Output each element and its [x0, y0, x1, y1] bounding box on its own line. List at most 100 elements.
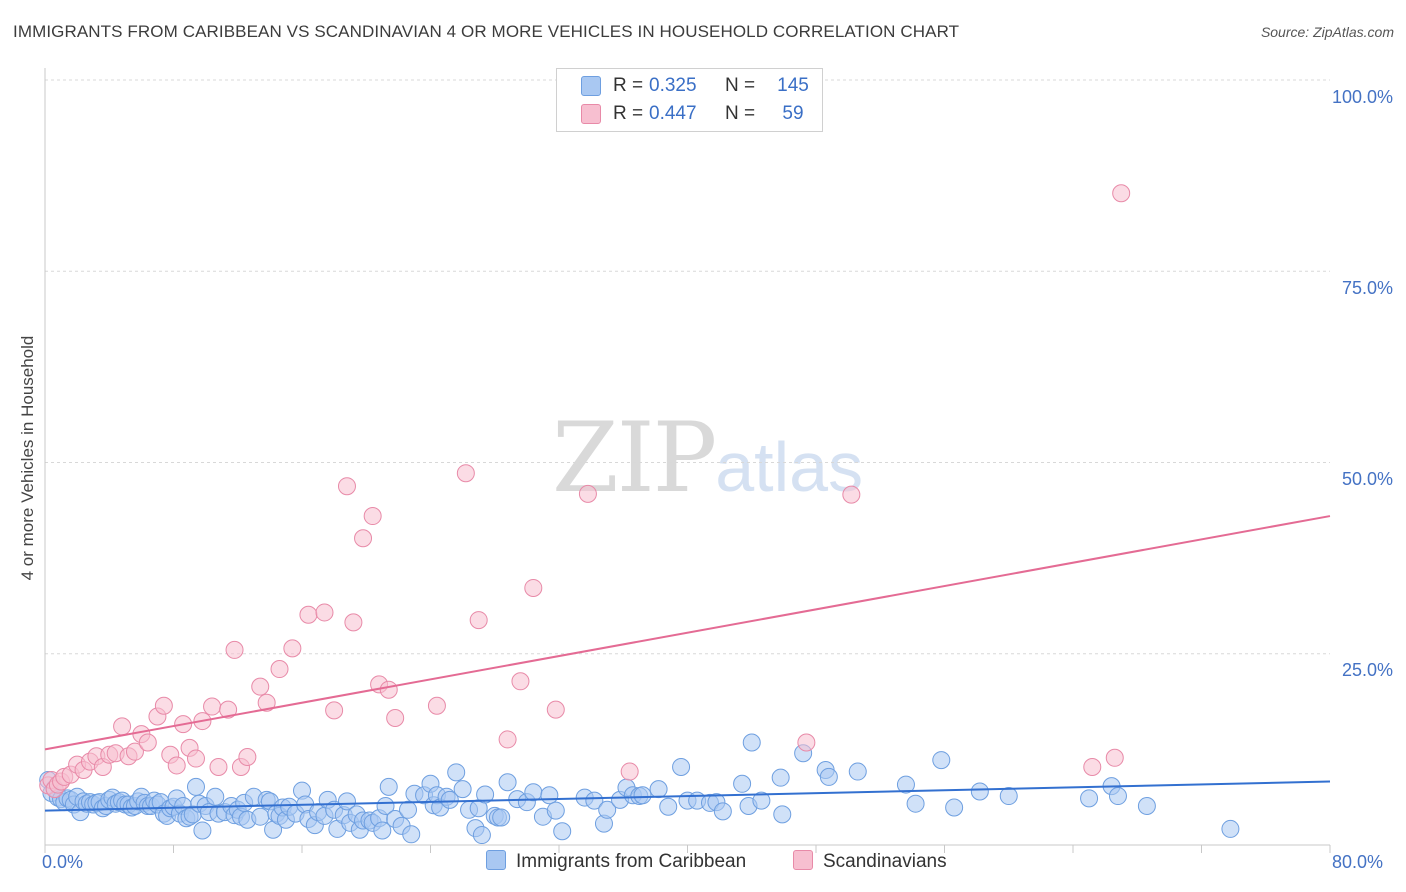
n-label: N =	[725, 75, 756, 96]
caribbean-point	[440, 790, 459, 809]
caribbean-point	[771, 768, 790, 787]
caribbean-point	[498, 773, 517, 792]
caribbean-point	[524, 783, 543, 802]
scandinavians-point	[238, 748, 257, 767]
caribbean-point	[251, 807, 270, 826]
legend-item-scandinavians[interactable]: Scandinavians	[793, 850, 947, 873]
scandinavians-point	[315, 603, 334, 622]
caribbean-point	[713, 802, 732, 821]
scandinavians-point	[251, 677, 270, 696]
scandinavians-point	[344, 613, 363, 632]
caribbean-trend-line	[44, 780, 1331, 812]
caribbean-point	[337, 792, 356, 811]
scandinavians-point	[1105, 748, 1124, 767]
scandinavians-point	[620, 762, 639, 781]
caribbean-point	[649, 780, 668, 799]
scandinavians-point	[270, 660, 289, 679]
caribbean-point	[540, 786, 559, 805]
caribbean-point	[819, 767, 838, 786]
caribbean-swatch	[581, 76, 601, 96]
caribbean-point	[376, 796, 395, 815]
scandinavians-point	[546, 700, 565, 719]
caribbean-point	[999, 787, 1018, 806]
caribbean-point	[742, 733, 761, 752]
caribbean-point	[733, 774, 752, 793]
x-tick-label: 0.0%	[42, 852, 84, 872]
caribbean-point	[447, 763, 466, 782]
scandinavians-swatch	[581, 104, 601, 124]
caribbean-point	[476, 785, 495, 804]
n-label: N =	[725, 103, 756, 124]
caribbean-point	[585, 791, 604, 810]
caribbean-point	[472, 826, 491, 845]
scandinavians-point	[354, 529, 373, 548]
caribbean-swatch	[486, 850, 506, 870]
caribbean-point	[1108, 787, 1127, 806]
scandinavians-point	[1083, 757, 1102, 776]
data-points	[39, 184, 1240, 845]
scandinavians-point	[379, 680, 398, 699]
caribbean-point	[633, 786, 652, 805]
scandinavians-point	[257, 693, 276, 712]
caribbean-point	[1080, 789, 1099, 808]
caribbean-point	[945, 798, 964, 817]
caribbean-point	[373, 821, 392, 840]
x-tick-label: 80.0%	[1332, 852, 1384, 872]
scandinavians-point	[578, 484, 597, 503]
caribbean-point	[206, 787, 225, 806]
caribbean-point	[1221, 819, 1240, 838]
scandinavians-point	[203, 697, 222, 716]
caribbean-point	[399, 800, 418, 819]
scandinavians-point	[498, 730, 517, 749]
y-tick-label: 100.0%	[1331, 87, 1393, 107]
scandinavians-point	[125, 742, 144, 761]
caribbean-point	[546, 801, 565, 820]
scandinavians-point	[469, 611, 488, 630]
caribbean-point	[379, 777, 398, 796]
caribbean-point	[906, 794, 925, 813]
caribbean-point	[970, 782, 989, 801]
scandinavians-point	[225, 640, 244, 659]
stats-legend: R = 0.325 N = 145 R = 0.447 N = 59	[556, 68, 823, 132]
scandinavians-point	[842, 485, 861, 504]
caribbean-point	[453, 780, 472, 799]
caribbean-point	[848, 762, 867, 781]
scandinavians-point	[524, 578, 543, 597]
legend-label: Scandinavians	[823, 851, 947, 872]
watermark-atlas: atlas	[715, 428, 864, 506]
caribbean-point	[659, 797, 678, 816]
r-label: R =	[613, 75, 644, 96]
caribbean-point	[752, 791, 771, 810]
caribbean-point	[492, 808, 511, 827]
caribbean-point	[773, 805, 792, 824]
scandinavians-point	[386, 709, 405, 728]
y-tick-label: 25.0%	[1341, 660, 1393, 680]
scandinavians-point	[186, 749, 205, 768]
r-label: R =	[613, 103, 644, 124]
n-value: 145	[777, 75, 809, 96]
scandinavians-point	[113, 717, 132, 736]
source-label: Source: ZipAtlas.com	[1260, 24, 1394, 40]
scandinavians-point	[325, 701, 344, 720]
scandinavians-point	[167, 756, 186, 775]
chart-title: IMMIGRANTS FROM CARIBBEAN VS SCANDINAVIA…	[13, 22, 960, 41]
axes	[44, 68, 1331, 853]
caribbean-point	[186, 777, 205, 796]
scandinavians-point	[797, 733, 816, 752]
r-value: 0.325	[649, 75, 697, 96]
scandinavians-point	[219, 700, 238, 719]
scandinavians-trend-line	[44, 515, 1331, 751]
scandinavians-point	[283, 639, 302, 658]
scandinavians-point	[1112, 184, 1131, 203]
caribbean-point	[1137, 796, 1156, 815]
r-value: 0.447	[649, 103, 697, 124]
caribbean-point	[672, 757, 691, 776]
scandinavians-point	[337, 477, 356, 496]
scandinavians-point	[456, 464, 475, 483]
scandinavians-point	[511, 672, 530, 691]
y-axis-label: 4 or more Vehicles in Household	[18, 335, 37, 581]
scandinavians-point	[363, 507, 382, 526]
caribbean-point	[553, 822, 572, 841]
scandinavians-point	[138, 733, 157, 752]
legend-item-caribbean[interactable]: Immigrants from Caribbean	[486, 850, 746, 873]
